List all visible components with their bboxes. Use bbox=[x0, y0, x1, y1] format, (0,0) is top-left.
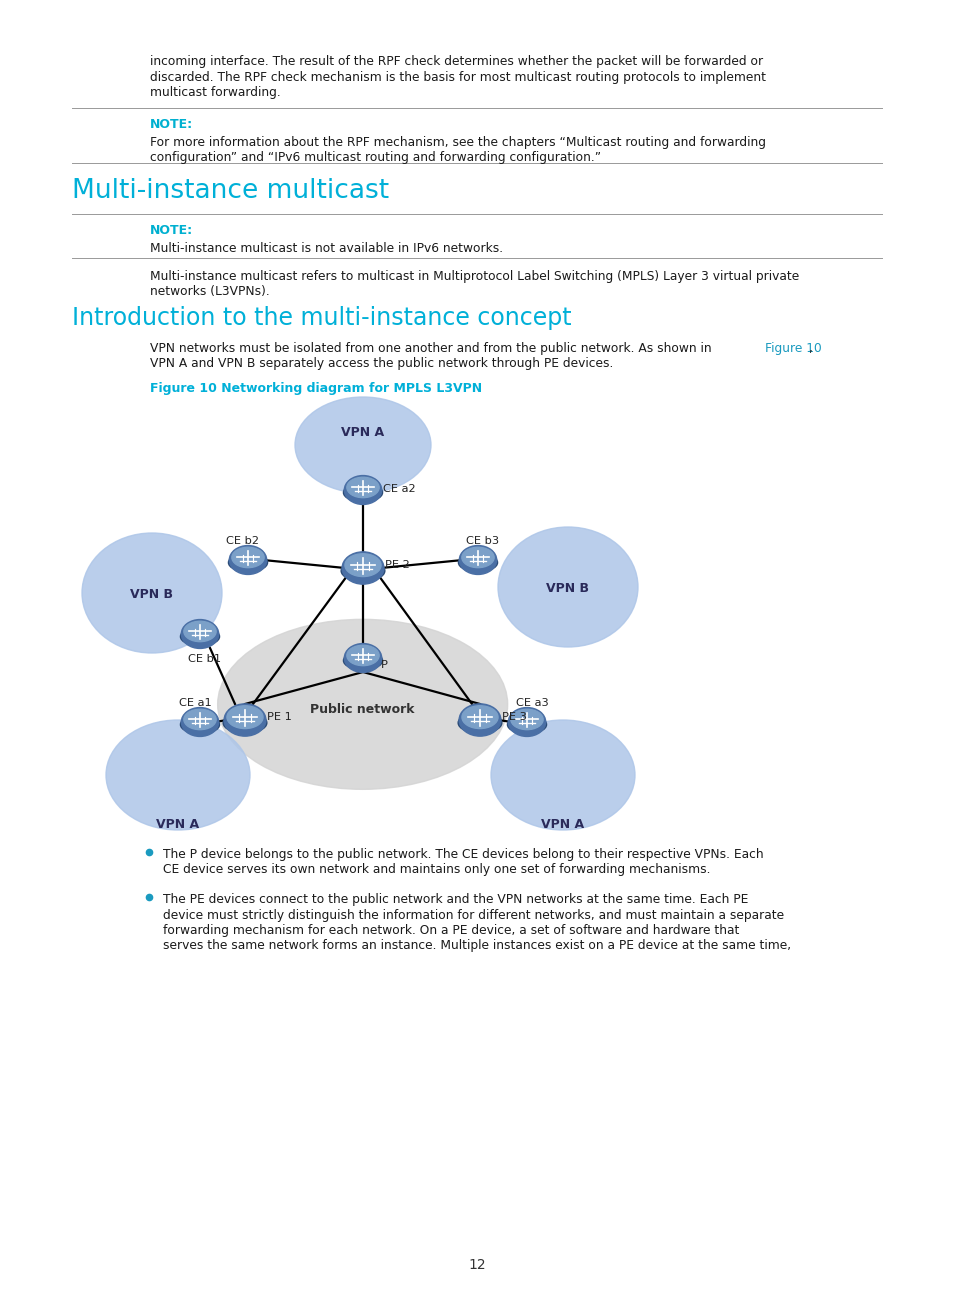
Ellipse shape bbox=[228, 553, 267, 572]
Ellipse shape bbox=[347, 645, 378, 666]
Ellipse shape bbox=[181, 619, 218, 648]
Text: NOTE:: NOTE: bbox=[150, 118, 193, 131]
Text: networks (L3VPNs).: networks (L3VPNs). bbox=[150, 285, 270, 298]
Text: CE b2: CE b2 bbox=[226, 537, 259, 546]
Text: CE a3: CE a3 bbox=[515, 699, 548, 708]
Text: CE device serves its own network and maintains only one set of forwarding mechan: CE device serves its own network and mai… bbox=[163, 863, 710, 876]
Ellipse shape bbox=[343, 483, 382, 502]
Text: VPN A: VPN A bbox=[541, 819, 584, 832]
Text: CE a2: CE a2 bbox=[382, 483, 416, 494]
Text: VPN B: VPN B bbox=[546, 582, 589, 595]
Text: multicast forwarding.: multicast forwarding. bbox=[150, 86, 280, 98]
Ellipse shape bbox=[458, 553, 497, 572]
Text: VPN A: VPN A bbox=[156, 819, 199, 832]
Text: discarded. The RPF check mechanism is the basis for most multicast routing proto: discarded. The RPF check mechanism is th… bbox=[150, 70, 765, 83]
Text: The PE devices connect to the public network and the VPN networks at the same ti: The PE devices connect to the public net… bbox=[163, 893, 747, 906]
Text: Introduction to the multi-instance concept: Introduction to the multi-instance conce… bbox=[71, 306, 571, 330]
Text: CE b3: CE b3 bbox=[466, 537, 499, 546]
Text: Multi-instance multicast is not available in IPv6 networks.: Multi-instance multicast is not availabl… bbox=[150, 242, 502, 255]
Ellipse shape bbox=[497, 527, 638, 647]
Text: Multi-instance multicast refers to multicast in Multiprotocol Label Switching (M: Multi-instance multicast refers to multi… bbox=[150, 270, 799, 283]
Text: forwarding mechanism for each network. On a PE device, a set of software and har: forwarding mechanism for each network. O… bbox=[163, 924, 739, 937]
Ellipse shape bbox=[343, 651, 382, 670]
Text: serves the same network forms an instance. Multiple instances exist on a PE devi: serves the same network forms an instanc… bbox=[163, 940, 790, 953]
Text: 12: 12 bbox=[468, 1258, 485, 1271]
Ellipse shape bbox=[223, 713, 267, 734]
Text: Multi-instance multicast: Multi-instance multicast bbox=[71, 178, 389, 203]
Ellipse shape bbox=[461, 706, 497, 728]
Text: PE 2: PE 2 bbox=[385, 560, 410, 570]
Ellipse shape bbox=[184, 709, 216, 730]
Text: CE b1: CE b1 bbox=[189, 654, 221, 664]
Text: CE a1: CE a1 bbox=[178, 699, 212, 708]
Text: device must strictly distinguish the information for different networks, and mus: device must strictly distinguish the inf… bbox=[163, 908, 783, 921]
Text: VPN networks must be isolated from one another and from the public network. As s: VPN networks must be isolated from one a… bbox=[150, 342, 715, 355]
Ellipse shape bbox=[180, 627, 219, 645]
Text: Public network: Public network bbox=[310, 702, 415, 715]
Ellipse shape bbox=[510, 709, 542, 730]
Ellipse shape bbox=[457, 713, 501, 734]
Text: The P device belongs to the public network. The CE devices belong to their respe: The P device belongs to the public netwo… bbox=[163, 848, 762, 861]
Text: ,: , bbox=[807, 342, 811, 355]
Text: incoming interface. The result of the RPF check determines whether the packet wi: incoming interface. The result of the RP… bbox=[150, 54, 762, 67]
Ellipse shape bbox=[184, 621, 216, 642]
Ellipse shape bbox=[344, 644, 381, 673]
Text: VPN B: VPN B bbox=[131, 588, 173, 601]
Text: VPN A: VPN A bbox=[341, 426, 384, 439]
Text: NOTE:: NOTE: bbox=[150, 224, 193, 237]
Text: Figure 10 Networking diagram for MPLS L3VPN: Figure 10 Networking diagram for MPLS L3… bbox=[150, 382, 481, 395]
Ellipse shape bbox=[342, 552, 383, 584]
Text: Figure 10: Figure 10 bbox=[764, 342, 821, 355]
Ellipse shape bbox=[347, 477, 378, 498]
Ellipse shape bbox=[345, 553, 380, 577]
Text: PE 3: PE 3 bbox=[501, 712, 526, 722]
Ellipse shape bbox=[227, 706, 263, 728]
Ellipse shape bbox=[294, 397, 431, 492]
Ellipse shape bbox=[232, 547, 264, 568]
Ellipse shape bbox=[106, 721, 250, 829]
Ellipse shape bbox=[82, 533, 222, 653]
Ellipse shape bbox=[180, 715, 219, 734]
Ellipse shape bbox=[344, 476, 381, 504]
Ellipse shape bbox=[458, 704, 500, 736]
Ellipse shape bbox=[508, 708, 545, 736]
Ellipse shape bbox=[491, 721, 635, 829]
Ellipse shape bbox=[217, 619, 507, 789]
Text: PE 1: PE 1 bbox=[267, 712, 292, 722]
Ellipse shape bbox=[458, 546, 497, 574]
Ellipse shape bbox=[507, 715, 546, 734]
Text: configuration” and “IPv6 multicast routing and forwarding configuration.”: configuration” and “IPv6 multicast routi… bbox=[150, 152, 600, 165]
Text: VPN A and VPN B separately access the public network through PE devices.: VPN A and VPN B separately access the pu… bbox=[150, 358, 613, 371]
Ellipse shape bbox=[341, 560, 384, 582]
Text: For more information about the RPF mechanism, see the chapters “Multicast routin: For more information about the RPF mecha… bbox=[150, 136, 765, 149]
Text: P: P bbox=[380, 660, 388, 670]
Ellipse shape bbox=[224, 704, 266, 736]
Ellipse shape bbox=[461, 547, 494, 568]
Ellipse shape bbox=[229, 546, 267, 574]
Ellipse shape bbox=[181, 708, 218, 736]
